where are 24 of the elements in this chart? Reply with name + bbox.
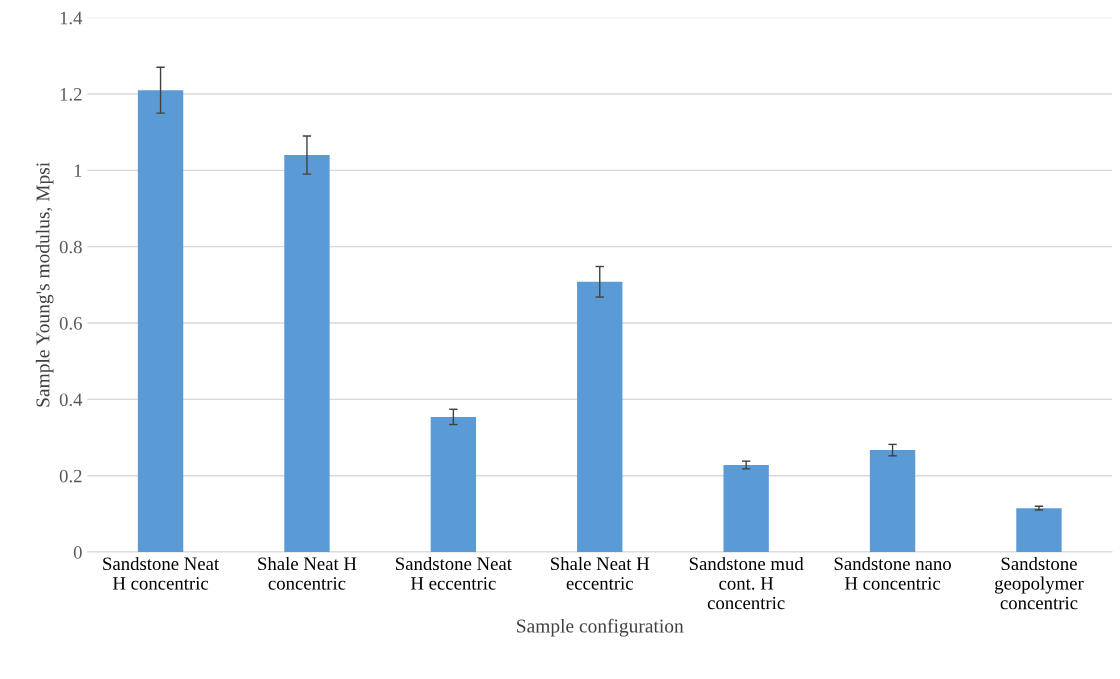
bar <box>430 416 477 553</box>
x-tick-label: Sandstone mud cont. H concentric <box>689 556 804 610</box>
x-tick-label: Sandstone nano H concentric <box>834 556 951 590</box>
bar <box>869 450 916 553</box>
bar <box>577 281 623 553</box>
y-tick-label: 1 <box>74 164 82 177</box>
bar <box>284 155 330 553</box>
x-axis-title: Sample configuration <box>517 618 684 637</box>
x-tick-label: Shale Neat H concentric <box>258 556 357 590</box>
y-tick-label: 0.2 <box>59 469 82 483</box>
y-tick-label: 0 <box>73 546 82 559</box>
x-tick-label: Sandstone Neat H eccentric <box>396 556 512 590</box>
y-tick-label: 0.4 <box>59 393 83 407</box>
y-tick-label: 1.2 <box>60 88 82 101</box>
x-tick-label: Sandstone Neat H concentric <box>103 556 220 590</box>
y-tick-label: 1.4 <box>60 11 83 25</box>
bar <box>137 90 184 553</box>
bar <box>723 465 769 553</box>
y-axis-title: Sample Young's modulus, Mpsi <box>35 162 54 407</box>
y-tick-label: 0.6 <box>59 317 82 330</box>
y-tick-label: 0.8 <box>59 240 82 254</box>
x-tick-label: Shale Neat H eccentric <box>551 556 650 590</box>
x-tick-label: Sandstone geopolymer concentric <box>994 556 1084 610</box>
bar <box>1016 508 1062 553</box>
